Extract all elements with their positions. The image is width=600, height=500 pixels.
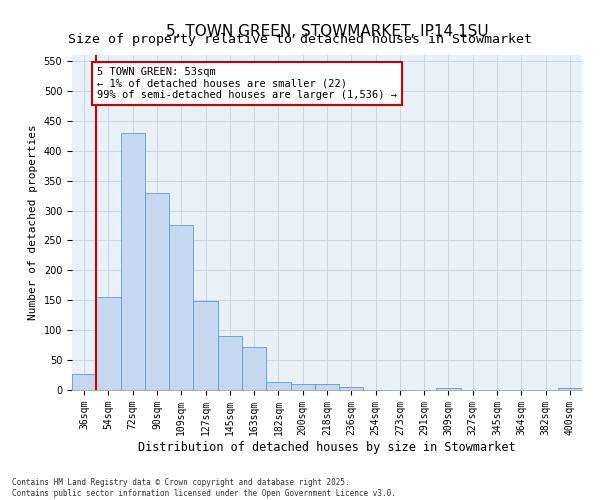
Bar — [339, 387, 364, 390]
Bar — [558, 388, 582, 390]
Bar — [315, 384, 339, 390]
Text: Contains HM Land Registry data © Crown copyright and database right 2025.
Contai: Contains HM Land Registry data © Crown c… — [12, 478, 396, 498]
Bar — [193, 302, 218, 390]
Text: Size of property relative to detached houses in Stowmarket: Size of property relative to detached ho… — [68, 32, 532, 46]
Title: 5, TOWN GREEN, STOWMARKET, IP14 1SU: 5, TOWN GREEN, STOWMARKET, IP14 1SU — [166, 24, 488, 38]
Text: 5 TOWN GREEN: 53sqm
← 1% of detached houses are smaller (22)
99% of semi-detache: 5 TOWN GREEN: 53sqm ← 1% of detached hou… — [97, 67, 397, 100]
Bar — [169, 226, 193, 390]
Bar — [290, 384, 315, 390]
Y-axis label: Number of detached properties: Number of detached properties — [28, 124, 38, 320]
Bar — [121, 133, 145, 390]
Bar — [145, 192, 169, 390]
Bar — [72, 374, 96, 390]
Bar — [242, 347, 266, 390]
Bar — [266, 382, 290, 390]
Bar — [436, 388, 461, 390]
X-axis label: Distribution of detached houses by size in Stowmarket: Distribution of detached houses by size … — [138, 440, 516, 454]
Bar — [96, 298, 121, 390]
Bar — [218, 336, 242, 390]
